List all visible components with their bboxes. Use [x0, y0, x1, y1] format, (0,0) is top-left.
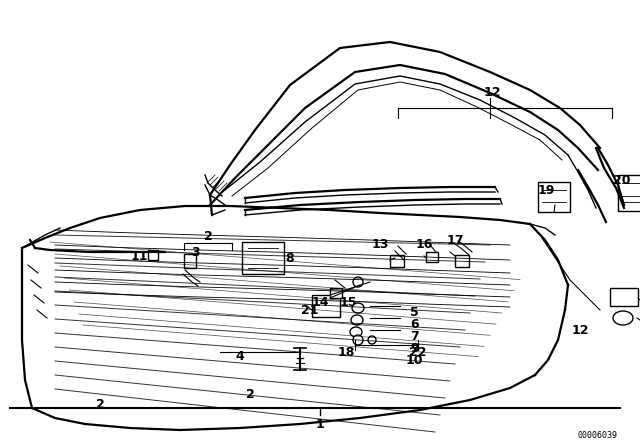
- Text: 7: 7: [410, 331, 419, 344]
- Text: 11: 11: [131, 250, 148, 263]
- FancyBboxPatch shape: [184, 254, 196, 268]
- Text: 1: 1: [316, 418, 324, 431]
- Text: 2: 2: [204, 231, 212, 244]
- Text: 00006039: 00006039: [578, 431, 618, 439]
- FancyBboxPatch shape: [148, 250, 158, 260]
- Ellipse shape: [353, 335, 363, 345]
- Text: 22: 22: [409, 346, 427, 359]
- Text: 5: 5: [410, 306, 419, 319]
- Ellipse shape: [350, 327, 362, 337]
- FancyBboxPatch shape: [618, 175, 640, 211]
- Text: 10: 10: [406, 354, 424, 367]
- Text: 15: 15: [339, 297, 356, 310]
- Ellipse shape: [353, 277, 363, 287]
- FancyBboxPatch shape: [426, 252, 438, 262]
- Text: 20: 20: [613, 173, 631, 186]
- Ellipse shape: [352, 303, 364, 313]
- FancyBboxPatch shape: [330, 288, 342, 298]
- FancyBboxPatch shape: [610, 288, 638, 306]
- Text: 19: 19: [538, 184, 555, 197]
- Text: 12: 12: [483, 86, 500, 99]
- Ellipse shape: [613, 311, 633, 325]
- Text: 16: 16: [415, 237, 433, 250]
- Text: 2: 2: [95, 399, 104, 412]
- FancyBboxPatch shape: [455, 255, 469, 267]
- FancyBboxPatch shape: [312, 295, 340, 317]
- Text: 17: 17: [446, 233, 464, 246]
- FancyBboxPatch shape: [538, 182, 570, 212]
- Text: 8: 8: [285, 251, 294, 264]
- Ellipse shape: [351, 315, 363, 325]
- Text: 9: 9: [410, 343, 419, 356]
- Text: 14: 14: [311, 297, 329, 310]
- Text: 4: 4: [236, 349, 244, 362]
- FancyBboxPatch shape: [242, 242, 284, 274]
- Ellipse shape: [368, 336, 376, 344]
- FancyBboxPatch shape: [390, 255, 404, 267]
- Text: 18: 18: [338, 346, 355, 359]
- Text: 13: 13: [371, 237, 388, 250]
- Text: 21: 21: [301, 303, 319, 316]
- Text: 12: 12: [572, 323, 589, 336]
- Text: 3: 3: [192, 246, 200, 259]
- Text: 6: 6: [410, 319, 419, 332]
- Text: 2: 2: [246, 388, 254, 401]
